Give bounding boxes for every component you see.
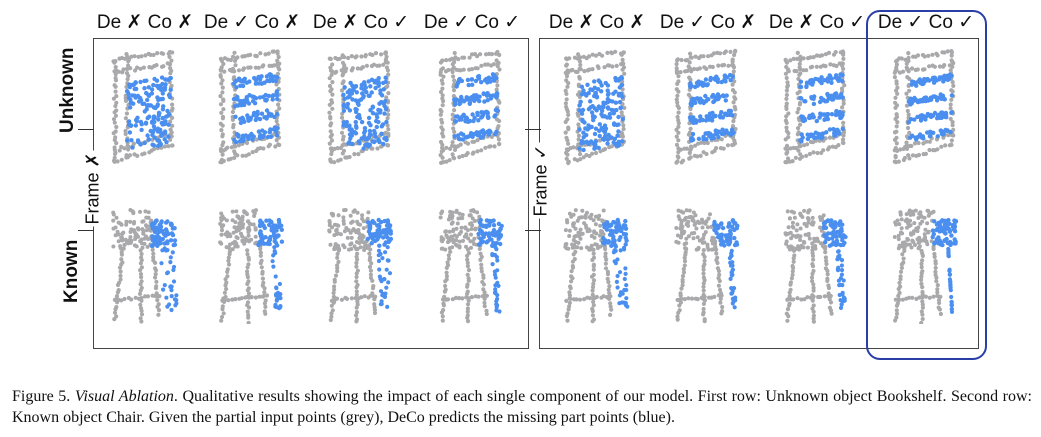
chair-render-5 [545, 200, 649, 324]
header-left-4: De ✓ Co ✓ [423, 12, 521, 33]
header-right-3: De ✗ Co ✓ [768, 12, 866, 33]
figure-caption: Figure 5. Visual Ablation. Qualitative r… [12, 386, 1032, 428]
chair-render-4 [420, 200, 524, 324]
header-left-1: De ✗ Co ✗ [96, 12, 194, 33]
chair-render-7 [765, 200, 869, 324]
tick-left-2 [78, 230, 94, 231]
bookshelf-render-8 [874, 42, 978, 166]
header-right-4: De ✓ Co ✓ [877, 12, 975, 33]
chair-render-2 [200, 200, 304, 324]
bookshelf-render-1 [93, 42, 197, 166]
best-result-highlight [866, 10, 987, 360]
tick-right-2 [525, 230, 541, 231]
chair-render-1 [93, 200, 197, 324]
header-right-1: De ✗ Co ✗ [548, 12, 646, 33]
bookshelf-render-3 [309, 42, 413, 166]
bookshelf-render-5 [545, 42, 649, 166]
chair-render-3 [309, 200, 413, 324]
header-left-2: De ✓ Co ✗ [203, 12, 301, 33]
chair-render-6 [656, 200, 760, 324]
caption-body: . Qualitative results showing the impact… [12, 388, 1032, 426]
caption-prefix: Figure 5. [12, 388, 71, 405]
header-right-2: De ✓ Co ✗ [659, 12, 757, 33]
bookshelf-render-6 [656, 42, 760, 166]
tick-right [525, 129, 541, 130]
header-left-3: De ✗ Co ✓ [312, 12, 410, 33]
bookshelf-render-2 [200, 42, 304, 166]
bookshelf-render-4 [420, 42, 524, 166]
chair-render-8 [874, 200, 978, 324]
tick-left [78, 129, 94, 130]
bookshelf-render-7 [765, 42, 869, 166]
row-label-known: Known [61, 239, 82, 303]
row-label-unknown: Unknown [57, 47, 78, 134]
caption-title: Visual Ablation [74, 388, 174, 405]
